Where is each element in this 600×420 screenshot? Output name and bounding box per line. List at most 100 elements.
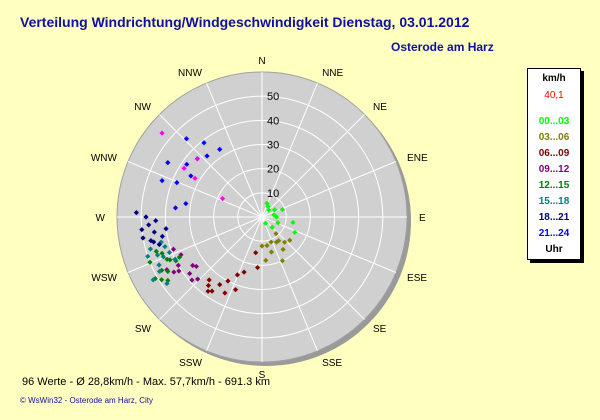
- radial-tick-label: 20: [267, 164, 279, 176]
- direction-spoke: [206, 82, 263, 218]
- legend-slot: 18...21: [538, 212, 570, 223]
- radial-tick-label: 30: [267, 140, 279, 152]
- data-point: [204, 153, 210, 159]
- data-point: [265, 203, 271, 210]
- data-point: [181, 165, 187, 171]
- data-point: [269, 224, 275, 230]
- legend-slot: 15...18: [538, 196, 570, 207]
- data-point: [205, 282, 212, 289]
- data-point: [190, 262, 196, 269]
- data-point: [219, 196, 226, 202]
- legend-slot: 00...03: [538, 116, 570, 127]
- data-point: [222, 290, 228, 296]
- data-point: [259, 243, 265, 249]
- direction-label: S: [259, 370, 266, 381]
- data-point: [225, 278, 231, 284]
- data-point: [184, 161, 190, 167]
- data-point: [192, 175, 198, 181]
- data-point: [275, 220, 281, 226]
- data-point: [282, 239, 288, 245]
- data-point: [217, 146, 223, 152]
- direction-label: NE: [373, 102, 387, 113]
- direction-label: SE: [373, 324, 387, 335]
- chart-title: Verteilung Windrichtung/Windgeschwindigk…: [20, 14, 470, 30]
- direction-spoke: [261, 161, 397, 218]
- data-point: [140, 235, 146, 241]
- direction-spoke: [261, 114, 365, 218]
- radial-tick-label: 10: [267, 188, 279, 200]
- data-point: [253, 250, 259, 256]
- direction-label: NW: [134, 102, 151, 113]
- direction-label: W: [96, 213, 106, 224]
- data-point: [150, 277, 156, 283]
- data-point: [159, 233, 165, 239]
- direction-label: SSW: [179, 358, 202, 369]
- data-point: [158, 277, 165, 283]
- legend-footer-label: Uhr: [545, 244, 563, 255]
- radial-tick-label: 50: [267, 91, 279, 103]
- data-point: [147, 246, 154, 252]
- data-point: [176, 254, 183, 260]
- data-point: [151, 229, 157, 235]
- data-point: [139, 227, 145, 233]
- direction-spoke: [206, 216, 263, 352]
- direction-label: SW: [135, 324, 152, 335]
- data-point: [163, 226, 169, 232]
- data-point: [183, 136, 190, 142]
- direction-label: SSE: [322, 358, 342, 369]
- data-point: [268, 239, 274, 245]
- data-point: [271, 207, 278, 213]
- data-point: [156, 241, 162, 248]
- data-point: [171, 269, 177, 275]
- direction-label: ENE: [407, 153, 428, 164]
- data-point: [183, 200, 189, 207]
- direction-label: NNW: [178, 68, 202, 79]
- data-point: [156, 262, 162, 268]
- data-point: [159, 130, 165, 136]
- data-point: [201, 140, 207, 146]
- direction-spoke: [261, 216, 318, 352]
- direction-spoke: [261, 216, 365, 320]
- direction-spoke: [127, 161, 263, 218]
- data-point: [287, 237, 293, 243]
- data-point: [162, 244, 168, 250]
- data-point: [292, 229, 298, 235]
- data-point: [188, 173, 194, 179]
- legend-slot: 03...06: [538, 132, 570, 143]
- data-point: [209, 288, 215, 294]
- data-point: [194, 156, 200, 162]
- data-point: [205, 288, 211, 294]
- legend-unit: km/h: [542, 73, 566, 84]
- data-point: [280, 246, 286, 253]
- data-point: [170, 246, 177, 252]
- direction-spoke: [159, 114, 263, 218]
- data-point: [268, 249, 274, 255]
- data-point: [159, 178, 165, 184]
- legend-slot: 21...24: [538, 228, 570, 239]
- legend-max-value: 40,1: [544, 90, 564, 101]
- legend-slot: 06...09: [538, 148, 570, 159]
- data-point: [146, 222, 152, 228]
- data-point: [254, 264, 261, 271]
- legend-box: km/h 40,1 00...03 03...06 06...09 09...12 12…: [527, 68, 581, 260]
- data-point: [165, 277, 171, 284]
- data-point: [264, 242, 270, 249]
- direction-spoke: [261, 216, 397, 273]
- data-point: [147, 259, 153, 265]
- data-point: [276, 238, 282, 244]
- data-point: [143, 214, 149, 220]
- footer-credit: © WsWin32 - Osterode am Harz, City: [20, 396, 154, 405]
- data-point: [174, 179, 180, 186]
- data-point: [165, 160, 171, 166]
- data-point: [217, 282, 223, 288]
- data-point: [164, 256, 170, 262]
- data-point: [273, 231, 279, 237]
- data-point: [290, 219, 296, 226]
- data-point: [279, 258, 286, 264]
- direction-label: E: [419, 213, 426, 224]
- footer-stats: 96 Werte - Ø 28,8km/h - Max. 57,7km/h - …: [22, 376, 270, 388]
- legend-slots: 00...03 03...06 06...09 09...12 12...15 15...…: [528, 114, 580, 242]
- legend-slot: 12...15: [538, 180, 570, 191]
